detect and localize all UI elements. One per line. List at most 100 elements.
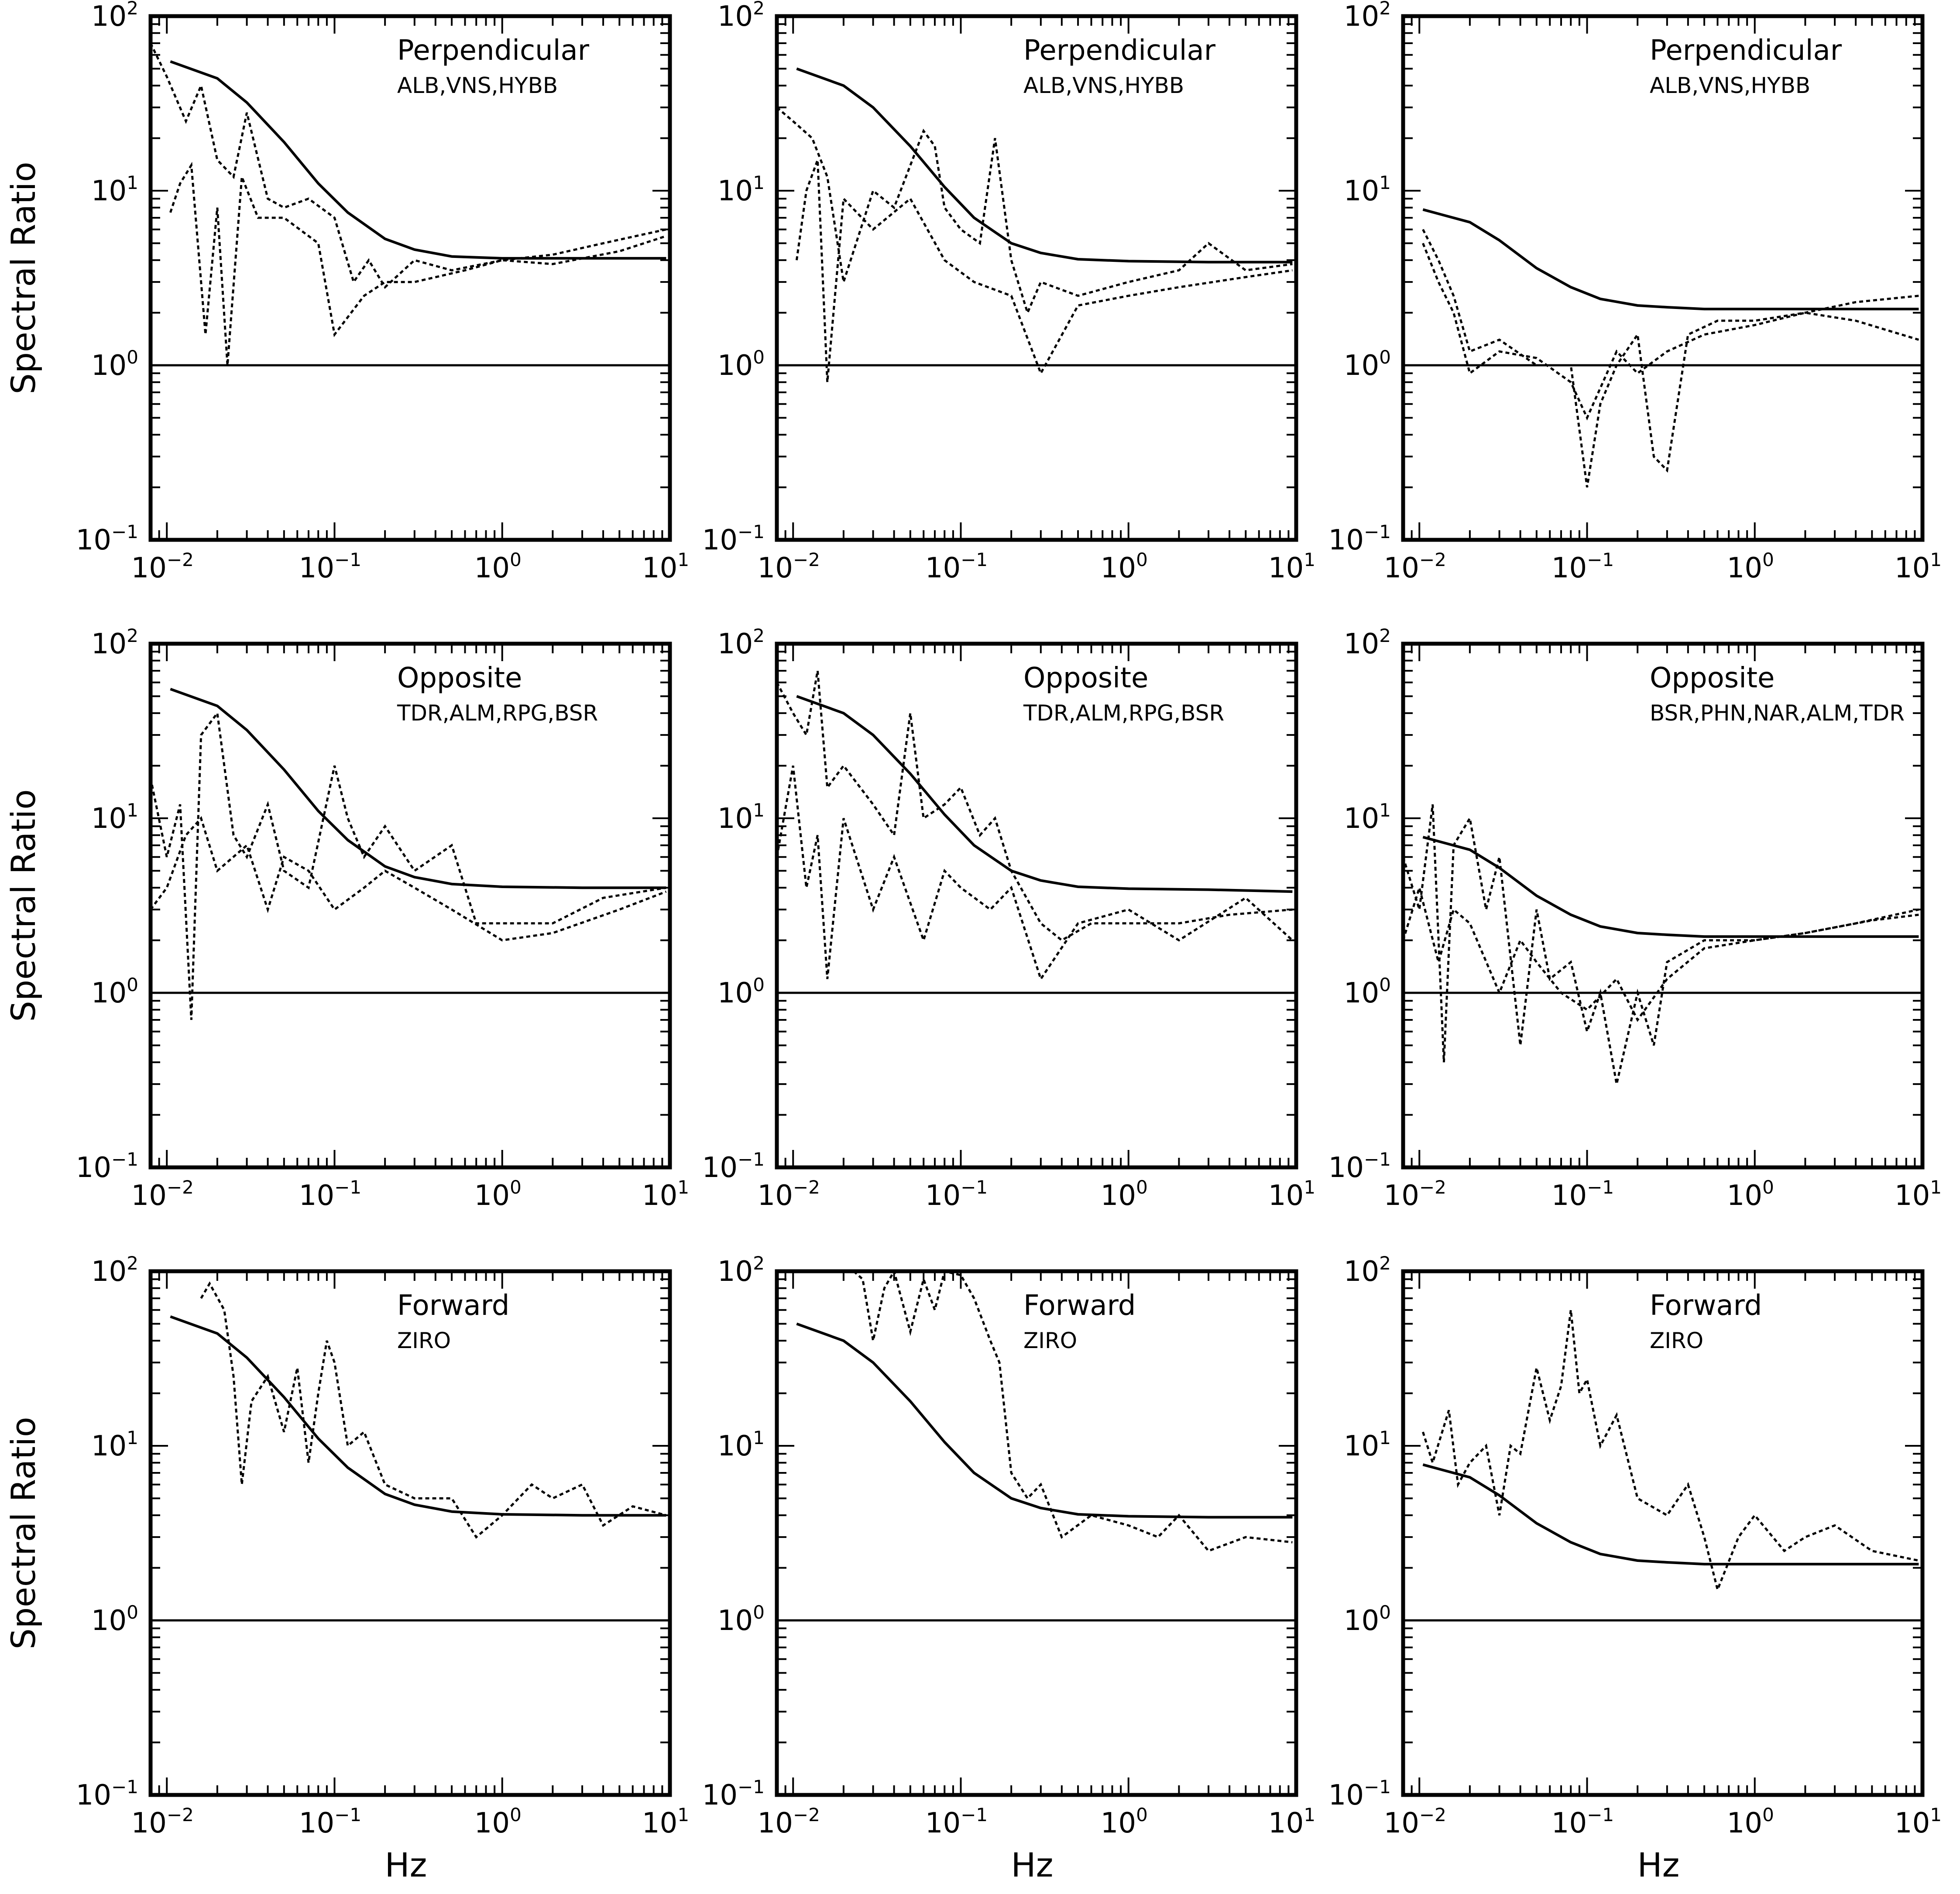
x-tick-label: 100 bbox=[1101, 1177, 1148, 1212]
panel-stations: ZIRO bbox=[1650, 1328, 1703, 1353]
plot-frame bbox=[148, 1269, 672, 1797]
y-tick-label: 101 bbox=[1344, 1427, 1391, 1462]
x-tick-label: 10−1 bbox=[925, 1804, 988, 1839]
panel-stations: TDR,ALM,RPG,BSR bbox=[397, 700, 598, 726]
model-curve bbox=[170, 60, 666, 260]
observed-series-2 bbox=[777, 765, 1294, 981]
observed-series-2 bbox=[169, 161, 667, 366]
observed-series-2 bbox=[151, 816, 667, 942]
x-tick-label: 100 bbox=[474, 1804, 522, 1839]
y-tick-label: 10−1 bbox=[702, 521, 765, 556]
panel-annotation: Opposite bbox=[1023, 662, 1148, 694]
y-tick-label: 100 bbox=[91, 347, 138, 382]
y-tick-label: 10−1 bbox=[1328, 1149, 1391, 1184]
observed-series-2 bbox=[1422, 243, 1919, 421]
x-tick-label: 10−2 bbox=[131, 1804, 194, 1839]
y-tick-label: 101 bbox=[91, 799, 138, 835]
plot-frame bbox=[148, 14, 672, 542]
x-axis-title: Hz bbox=[1011, 1846, 1053, 1884]
y-tick-label: 100 bbox=[717, 347, 765, 382]
observed-series-1 bbox=[853, 1271, 1293, 1552]
y-axis-title: Spectral Ratio bbox=[4, 789, 43, 1022]
panel-stations: ALB,VNS,HYBB bbox=[397, 73, 558, 98]
panel-annotation: Opposite bbox=[397, 662, 522, 694]
panel-stations: TDR,ALM,RPG,BSR bbox=[1023, 700, 1224, 726]
y-tick-label: 10−1 bbox=[76, 1776, 138, 1812]
plot-frame bbox=[148, 642, 672, 1170]
x-tick-label: 10−1 bbox=[1552, 549, 1614, 584]
observed-series-1 bbox=[1422, 229, 1919, 487]
y-tick-label: 101 bbox=[1344, 172, 1391, 207]
observed-series-1 bbox=[777, 670, 1293, 942]
panel-annotation: Forward bbox=[397, 1290, 509, 1322]
model-curve bbox=[796, 695, 1293, 893]
x-tick-label: 101 bbox=[1268, 549, 1315, 584]
panel-stations: ALB,VNS,HYBB bbox=[1023, 73, 1184, 98]
panel-annotation: Opposite bbox=[1650, 662, 1775, 694]
x-tick-label: 10−1 bbox=[299, 1804, 361, 1839]
y-tick-label: 100 bbox=[1344, 347, 1391, 382]
observed-series-2 bbox=[1403, 884, 1919, 1022]
y-tick-label: 100 bbox=[717, 974, 765, 1009]
panel-annotation: Perpendicular bbox=[1023, 34, 1216, 67]
y-tick-label: 101 bbox=[717, 1427, 765, 1462]
panel-stations: ZIRO bbox=[397, 1328, 451, 1353]
y-tick-label: 100 bbox=[1344, 974, 1391, 1009]
observed-series-1 bbox=[200, 1281, 667, 1539]
x-tick-label: 101 bbox=[642, 1177, 689, 1212]
observed-series-1 bbox=[1403, 804, 1919, 1084]
y-tick-label: 102 bbox=[1344, 625, 1391, 660]
x-tick-label: 101 bbox=[1268, 1177, 1315, 1212]
x-tick-label: 10−1 bbox=[925, 549, 988, 584]
y-axis-title: Spectral Ratio bbox=[4, 161, 43, 394]
y-tick-label: 101 bbox=[91, 172, 138, 207]
panel-annotation: Forward bbox=[1023, 1290, 1136, 1322]
x-tick-label: 100 bbox=[1727, 549, 1774, 584]
plot-frame bbox=[1401, 1269, 1925, 1797]
y-tick-label: 102 bbox=[717, 1252, 765, 1288]
y-tick-label: 10−1 bbox=[76, 1149, 138, 1184]
observed-series-1 bbox=[777, 106, 1293, 316]
x-tick-label: 101 bbox=[1268, 1804, 1315, 1839]
x-tick-label: 10−1 bbox=[299, 549, 361, 584]
x-tick-label: 10−1 bbox=[299, 1177, 361, 1212]
observed-series-1 bbox=[151, 42, 666, 289]
y-tick-label: 10−1 bbox=[1328, 1776, 1391, 1812]
model-curve bbox=[1422, 1463, 1919, 1566]
x-tick-label: 10−1 bbox=[1552, 1177, 1614, 1212]
x-tick-label: 10−2 bbox=[1384, 1804, 1446, 1839]
panel-annotation: Forward bbox=[1650, 1290, 1762, 1322]
x-axis-title: Hz bbox=[1637, 1846, 1679, 1884]
y-tick-label: 100 bbox=[91, 1602, 138, 1637]
x-tick-label: 101 bbox=[642, 1804, 689, 1839]
y-tick-label: 10−1 bbox=[702, 1776, 765, 1812]
x-tick-label: 101 bbox=[1895, 1177, 1942, 1212]
y-tick-label: 100 bbox=[91, 974, 138, 1009]
y-tick-label: 101 bbox=[717, 172, 765, 207]
x-tick-label: 100 bbox=[1727, 1177, 1774, 1212]
x-tick-label: 100 bbox=[1727, 1804, 1774, 1839]
y-tick-label: 102 bbox=[1344, 0, 1391, 33]
observed-series-1 bbox=[151, 710, 666, 1020]
x-tick-label: 10−1 bbox=[925, 1177, 988, 1212]
y-tick-label: 102 bbox=[717, 625, 765, 660]
y-tick-label: 10−1 bbox=[702, 1149, 765, 1184]
panel-annotation: Perpendicular bbox=[1650, 34, 1842, 67]
y-tick-label: 10−1 bbox=[1328, 521, 1391, 556]
y-tick-label: 102 bbox=[91, 1252, 138, 1288]
y-tick-label: 102 bbox=[717, 0, 765, 33]
plot-frame bbox=[775, 642, 1298, 1170]
y-tick-label: 102 bbox=[1344, 1252, 1391, 1288]
plot-frame bbox=[1401, 14, 1925, 542]
y-tick-label: 100 bbox=[1344, 1602, 1391, 1637]
x-tick-label: 101 bbox=[1895, 1804, 1942, 1839]
y-tick-label: 101 bbox=[717, 799, 765, 835]
x-tick-label: 10−2 bbox=[758, 1804, 820, 1839]
